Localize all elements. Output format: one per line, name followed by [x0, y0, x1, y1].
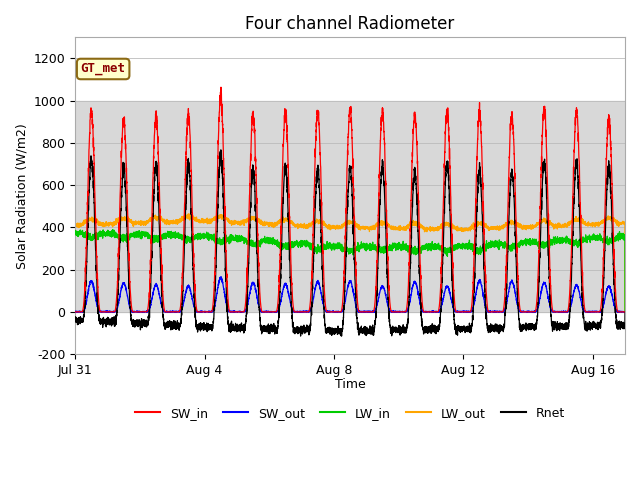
Bar: [75, 101, 625, 312]
Legend: SW_in, SW_out, LW_in, LW_out, Rnet: SW_in, SW_out, LW_in, LW_out, Rnet: [130, 402, 570, 424]
X-axis label: Time: Time: [335, 378, 365, 391]
Text: GT_met: GT_met: [81, 62, 125, 75]
Title: Four channel Radiometer: Four channel Radiometer: [246, 15, 454, 33]
Y-axis label: Solar Radiation (W/m2): Solar Radiation (W/m2): [15, 123, 28, 269]
